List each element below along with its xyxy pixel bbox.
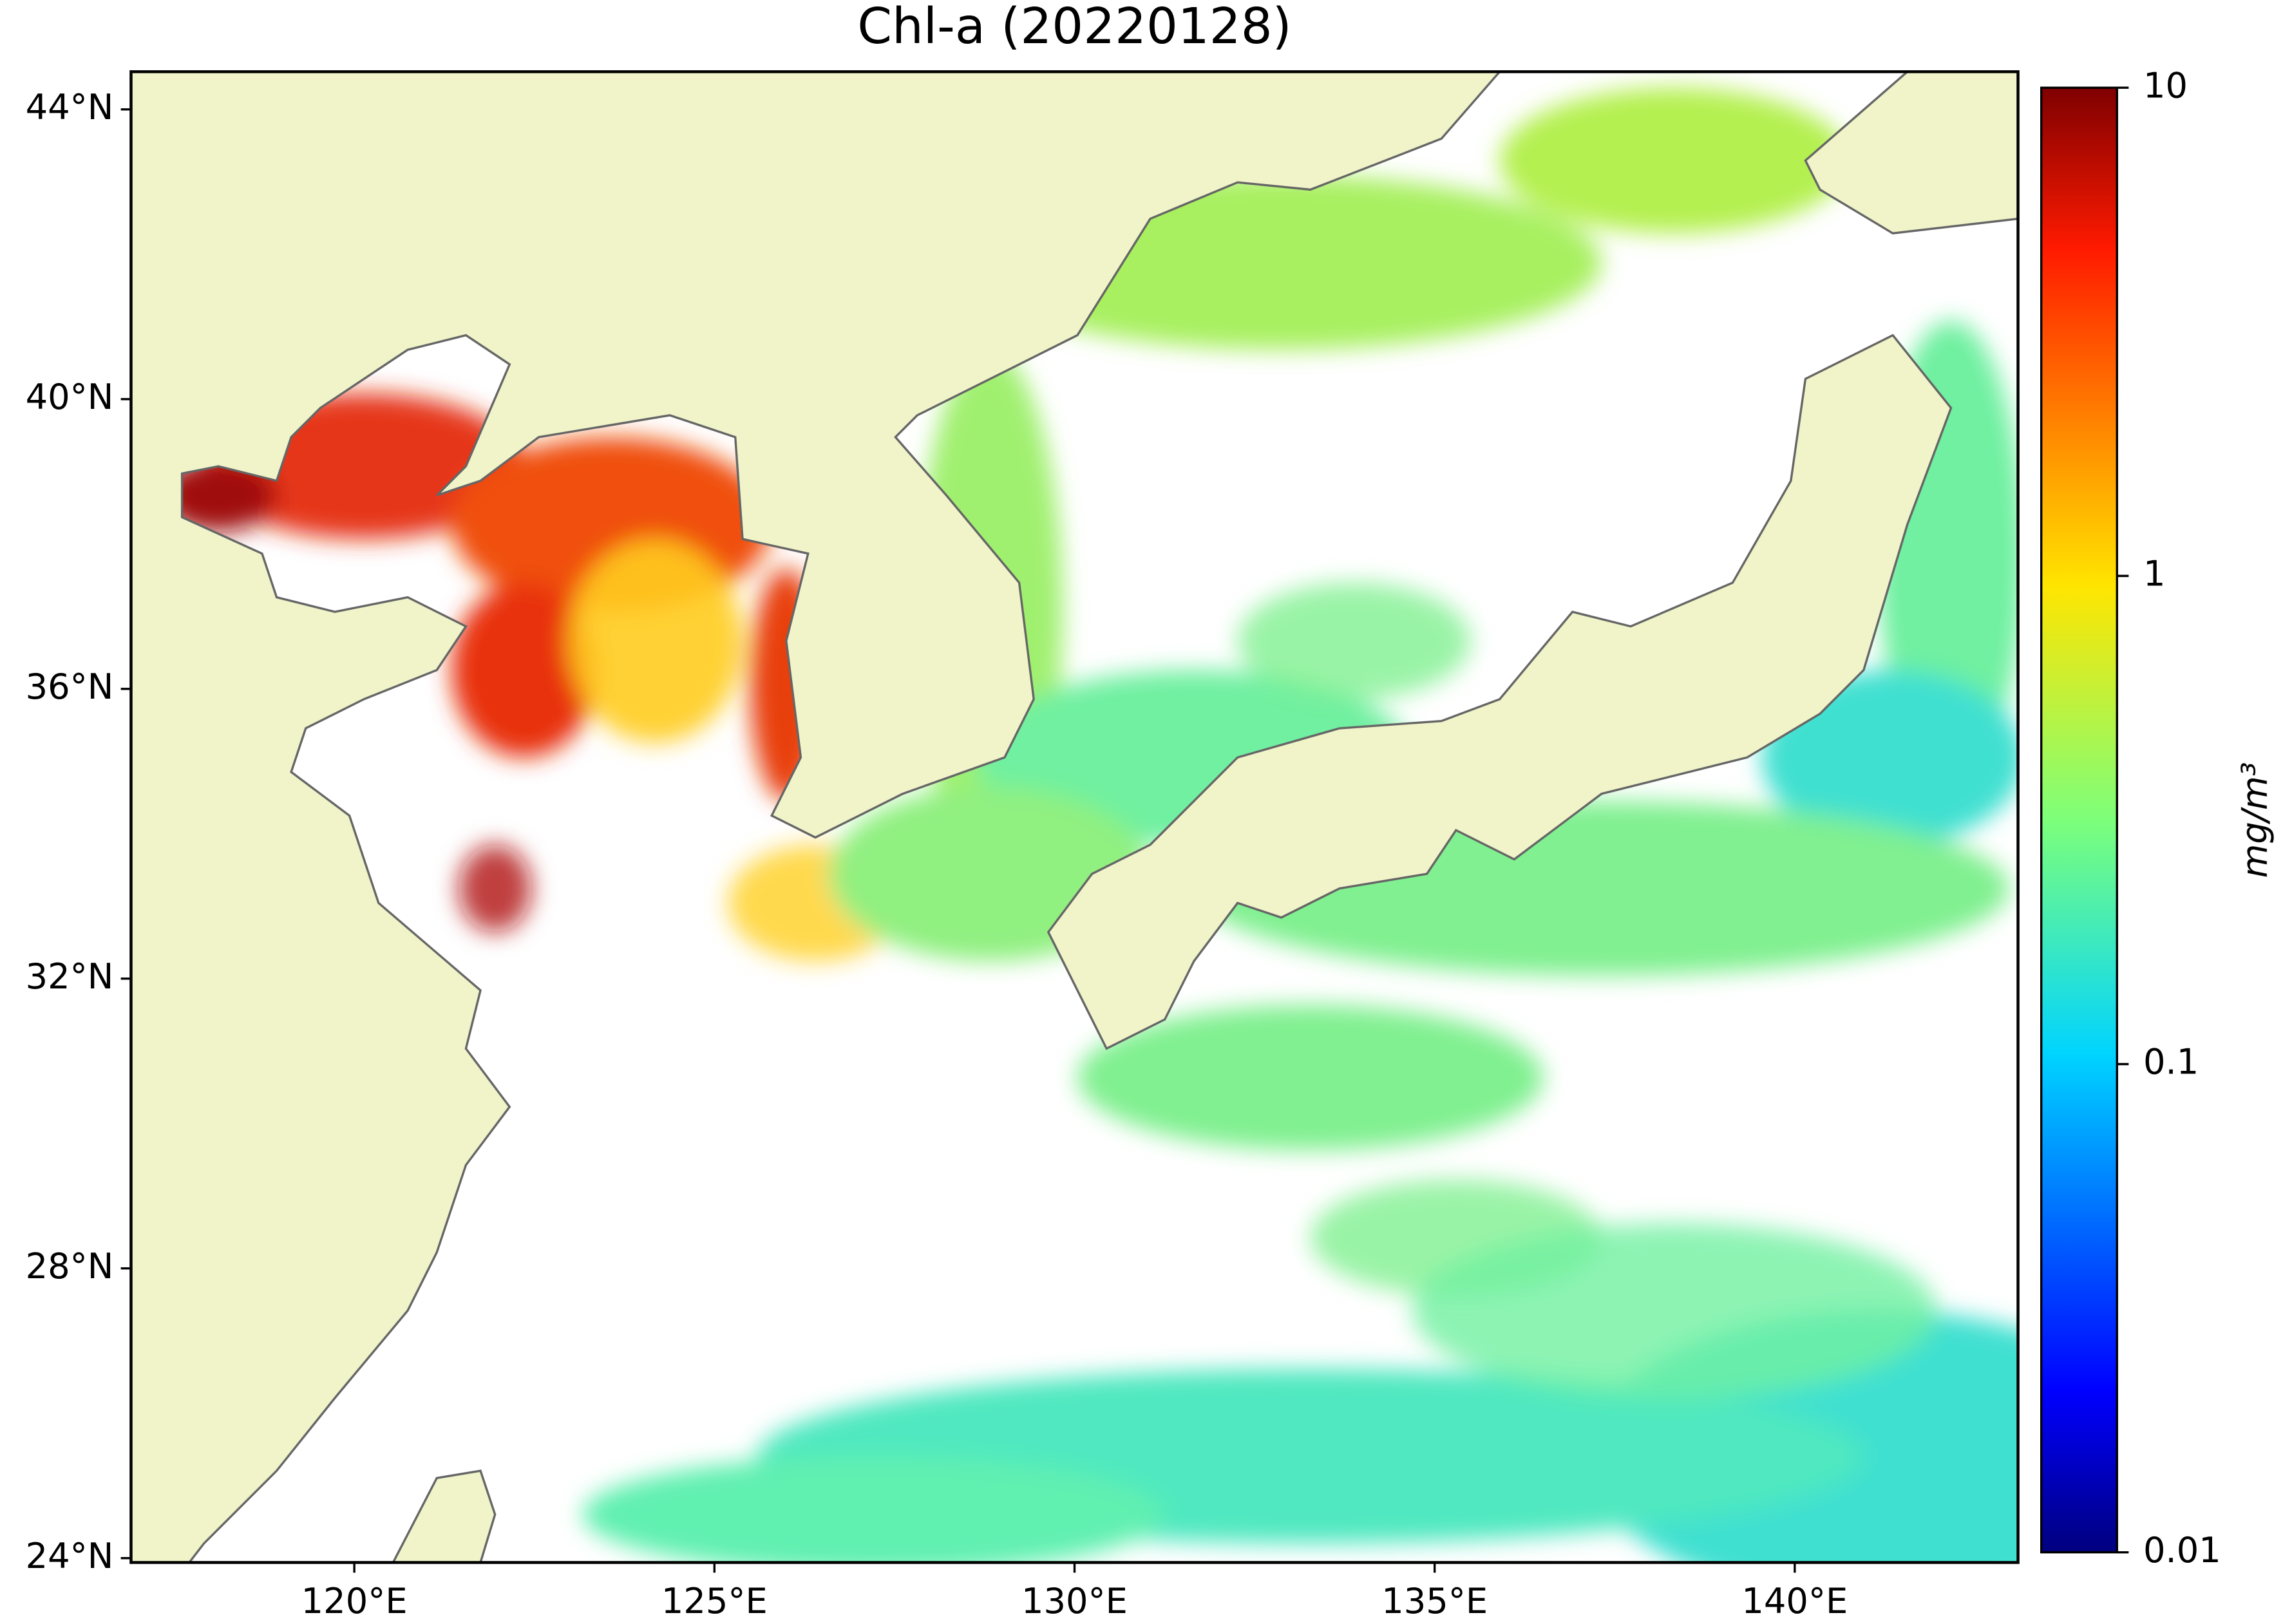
colorbar-tick-label: 10 xyxy=(2143,65,2188,106)
y-tick-label: 28°N xyxy=(26,1246,114,1287)
colorbar-tick-label: 1 xyxy=(2143,553,2166,594)
land xyxy=(131,71,2018,1563)
x-tick-label: 125°E xyxy=(661,1581,768,1621)
y-tick-label: 32°N xyxy=(26,956,114,997)
colorbar xyxy=(2040,86,2118,1554)
colorbar-tick-label: 0.01 xyxy=(2143,1530,2221,1571)
y-tick-label: 36°N xyxy=(26,666,114,707)
x-tick-label: 120°E xyxy=(301,1581,408,1621)
y-tick-label: 24°N xyxy=(26,1536,114,1576)
colorbar-label: mg/m³ xyxy=(2234,762,2275,878)
x-tick-label: 135°E xyxy=(1381,1581,1488,1621)
y-tick-label: 44°N xyxy=(26,87,114,127)
x-tick-label: 130°E xyxy=(1021,1581,1128,1621)
colorbar-tick-label: 0.1 xyxy=(2143,1042,2199,1082)
chart-title: Chl-a (20220128) xyxy=(857,0,1291,55)
map xyxy=(131,71,2018,1563)
x-tick-label: 140°E xyxy=(1741,1581,1848,1621)
y-tick-label: 40°N xyxy=(26,377,114,417)
